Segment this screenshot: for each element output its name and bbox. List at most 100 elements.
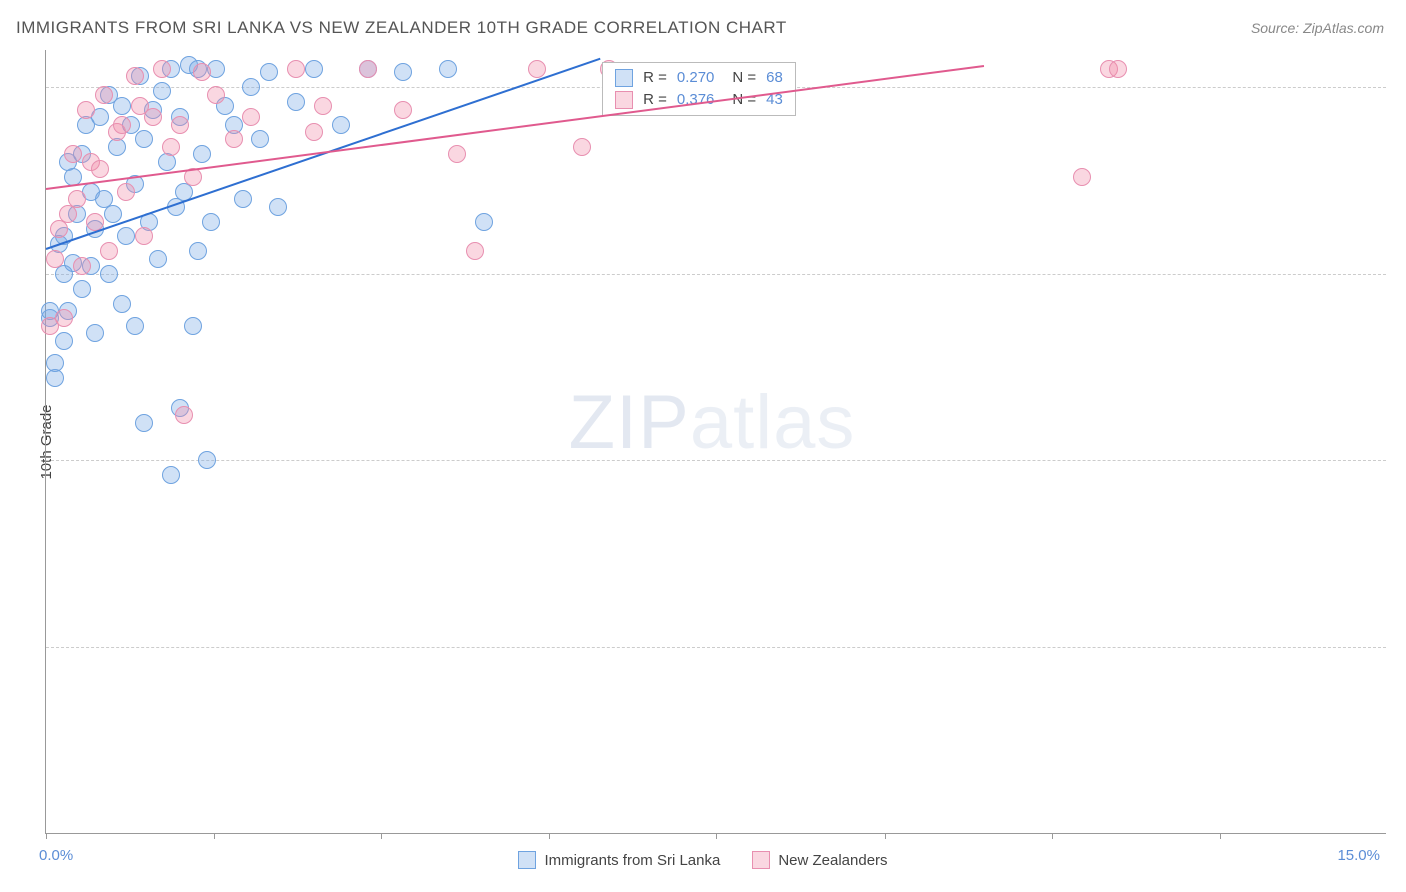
data-point [117, 183, 135, 201]
data-point [466, 242, 484, 260]
source-attribution: Source: ZipAtlas.com [1251, 20, 1384, 36]
data-point [287, 60, 305, 78]
data-point [95, 86, 113, 104]
data-point [439, 60, 457, 78]
data-point [287, 93, 305, 111]
y-tick-label: 95.0% [1396, 265, 1406, 282]
data-point [126, 67, 144, 85]
stat-label-n: N = [732, 69, 756, 86]
data-point [198, 451, 216, 469]
data-point [207, 86, 225, 104]
legend-swatch [752, 851, 770, 869]
data-point [144, 108, 162, 126]
data-point [55, 332, 73, 350]
legend: Immigrants from Sri Lanka New Zealanders [0, 851, 1406, 874]
data-point [113, 295, 131, 313]
correlation-stats-box: R = 0.270 N = 68 R =0.376N =43 [602, 62, 796, 116]
data-point [202, 213, 220, 231]
watermark: ZIPatlas [569, 379, 856, 466]
data-point [153, 60, 171, 78]
x-tick [885, 833, 886, 839]
data-point [184, 317, 202, 335]
plot-region: ZIPatlas 100.0%95.0%90.0%85.0%R =0.270N … [45, 50, 1386, 834]
series-swatch [615, 91, 633, 109]
data-point [171, 116, 189, 134]
data-point [305, 60, 323, 78]
data-point [46, 354, 64, 372]
legend-item: Immigrants from Sri Lanka [518, 851, 720, 869]
data-point [242, 108, 260, 126]
legend-swatch [518, 851, 536, 869]
data-point [126, 317, 144, 335]
data-point [242, 78, 260, 96]
data-point [162, 138, 180, 156]
chart-title: IMMIGRANTS FROM SRI LANKA VS NEW ZEALAND… [16, 18, 787, 38]
y-tick-label: 85.0% [1396, 638, 1406, 655]
data-point [394, 63, 412, 81]
data-point [104, 205, 122, 223]
data-point [225, 130, 243, 148]
data-point [260, 63, 278, 81]
data-point [68, 190, 86, 208]
data-point [100, 265, 118, 283]
stat-label-n: N = [732, 91, 756, 108]
data-point [394, 101, 412, 119]
x-tick [549, 833, 550, 839]
y-tick-label: 100.0% [1396, 79, 1406, 96]
data-point [269, 198, 287, 216]
data-point [175, 406, 193, 424]
data-point [234, 190, 252, 208]
data-point [189, 242, 207, 260]
data-point [359, 60, 377, 78]
legend-item: New Zealanders [752, 851, 887, 869]
data-point [86, 324, 104, 342]
data-point [448, 145, 466, 163]
data-point [135, 414, 153, 432]
data-point [162, 466, 180, 484]
x-tick [46, 833, 47, 839]
data-point [135, 130, 153, 148]
stat-value-n: 68 [766, 69, 783, 86]
data-point [55, 309, 73, 327]
legend-label: Immigrants from Sri Lanka [544, 852, 720, 869]
data-point [251, 130, 269, 148]
data-point [117, 227, 135, 245]
x-tick [716, 833, 717, 839]
stat-label-r: R = [643, 69, 667, 86]
data-point [193, 63, 211, 81]
chart-area: 10th Grade ZIPatlas 100.0%95.0%90.0%85.0… [45, 50, 1386, 834]
data-point [1073, 168, 1091, 186]
data-point [305, 123, 323, 141]
data-point [193, 145, 211, 163]
gridline [46, 274, 1386, 275]
series-swatch [615, 69, 633, 87]
data-point [314, 97, 332, 115]
stat-value-r: 0.270 [677, 69, 715, 86]
data-point [475, 213, 493, 231]
x-tick [381, 833, 382, 839]
data-point [100, 242, 118, 260]
data-point [149, 250, 167, 268]
data-point [135, 227, 153, 245]
stat-label-r: R = [643, 91, 667, 108]
y-tick-label: 90.0% [1396, 452, 1406, 469]
data-point [73, 257, 91, 275]
data-point [46, 250, 64, 268]
x-tick [1220, 833, 1221, 839]
data-point [113, 116, 131, 134]
data-point [153, 82, 171, 100]
stats-row: R = 0.270 N = 68 [603, 67, 795, 89]
gridline [46, 647, 1386, 648]
data-point [113, 97, 131, 115]
x-tick [214, 833, 215, 839]
data-point [1109, 60, 1127, 78]
data-point [91, 160, 109, 178]
legend-label: New Zealanders [778, 852, 887, 869]
data-point [73, 280, 91, 298]
data-point [64, 145, 82, 163]
data-point [528, 60, 546, 78]
stats-row: R =0.376N =43 [603, 89, 795, 111]
data-point [332, 116, 350, 134]
data-point [573, 138, 591, 156]
gridline [46, 460, 1386, 461]
